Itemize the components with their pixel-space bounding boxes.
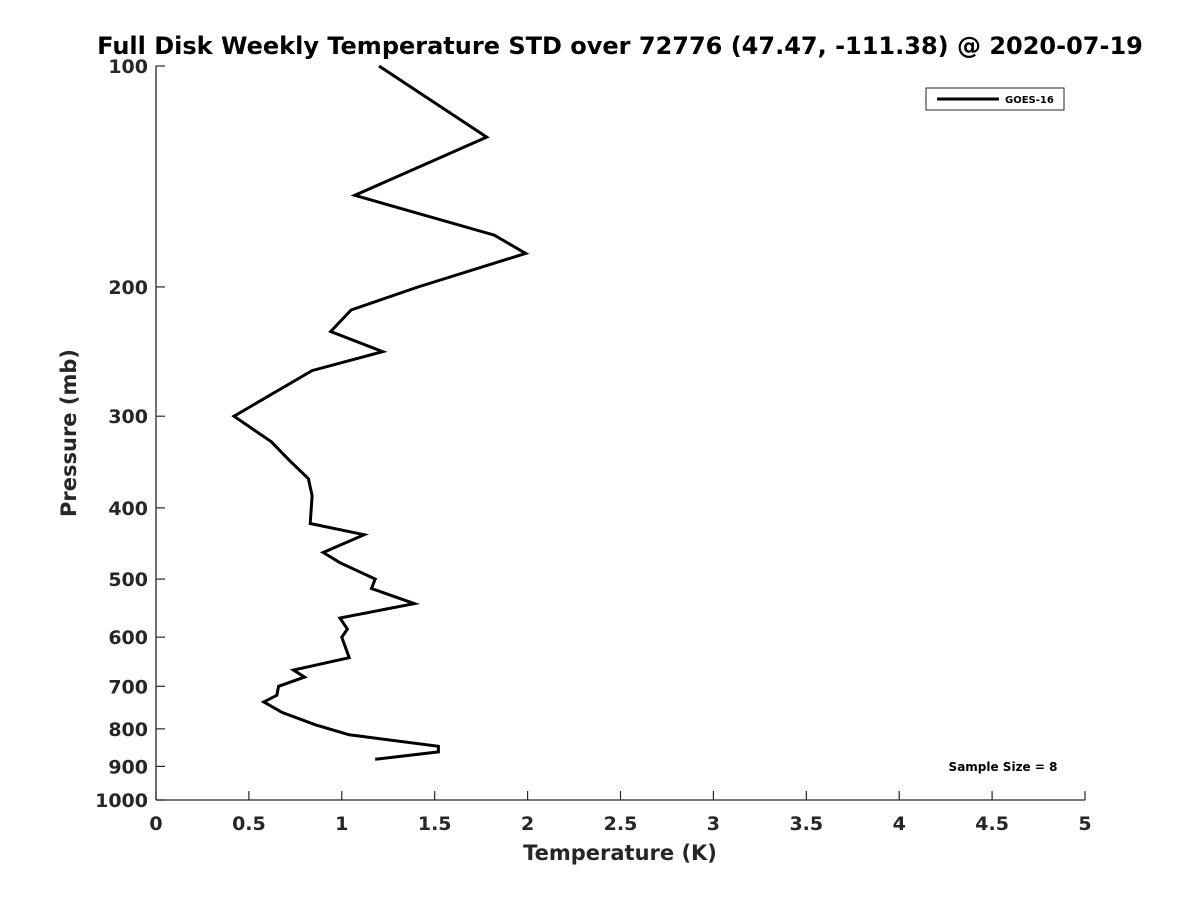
x-tick-label: 0.5 — [232, 813, 266, 835]
x-tick-label: 3 — [707, 813, 720, 835]
x-axis-label: Temperature (K) — [523, 841, 717, 865]
series-layer — [231, 64, 530, 761]
legend: GOES-16 — [925, 87, 1065, 111]
y-tick-label: 900 — [108, 756, 148, 778]
x-tick-label: 4.5 — [975, 813, 1009, 835]
x-tick-label: 1 — [335, 813, 348, 835]
y-axis-label: Pressure (mb) — [57, 349, 81, 517]
y-tick-label: 700 — [108, 676, 148, 698]
y-tick-label: 1000 — [95, 790, 148, 812]
y-tick-label: 500 — [108, 569, 148, 591]
x-tick-label: 5 — [1078, 813, 1091, 835]
x-tick-label: 0 — [149, 813, 162, 835]
x-tick-label: 2 — [521, 813, 534, 835]
x-tick-label: 4 — [893, 813, 906, 835]
y-axis-ticks: 100 200 300 400 500 600 700 800 900 1000 — [95, 56, 165, 812]
x-tick-label: 3.5 — [789, 813, 823, 835]
y-tick-label: 200 — [108, 277, 148, 299]
y-tick-label: 300 — [108, 406, 148, 428]
chart-title: Full Disk Weekly Temperature STD over 72… — [97, 32, 1143, 60]
x-tick-label: 1.5 — [418, 813, 452, 835]
y-tick-label: 100 — [108, 56, 148, 78]
x-axis-ticks: 0 0.5 1 1.5 2 2.5 3 3.5 4 4.5 5 — [149, 791, 1092, 835]
y-tick-label: 400 — [108, 498, 148, 520]
y-tick-label: 600 — [108, 627, 148, 649]
legend-label-goes-16: GOES-16 — [1005, 95, 1054, 106]
y-tick-label: 800 — [108, 719, 148, 741]
series-line-goes-16 — [231, 64, 530, 761]
x-tick-label: 2.5 — [604, 813, 638, 835]
sample-size-annotation: Sample Size = 8 — [949, 760, 1058, 774]
